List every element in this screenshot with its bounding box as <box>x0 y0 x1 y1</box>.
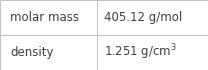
Text: 405.12 g/mol: 405.12 g/mol <box>104 11 182 24</box>
Text: 1.251 g/cm$^{3}$: 1.251 g/cm$^{3}$ <box>104 43 177 62</box>
Text: molar mass: molar mass <box>10 11 79 24</box>
Text: density: density <box>10 46 54 59</box>
